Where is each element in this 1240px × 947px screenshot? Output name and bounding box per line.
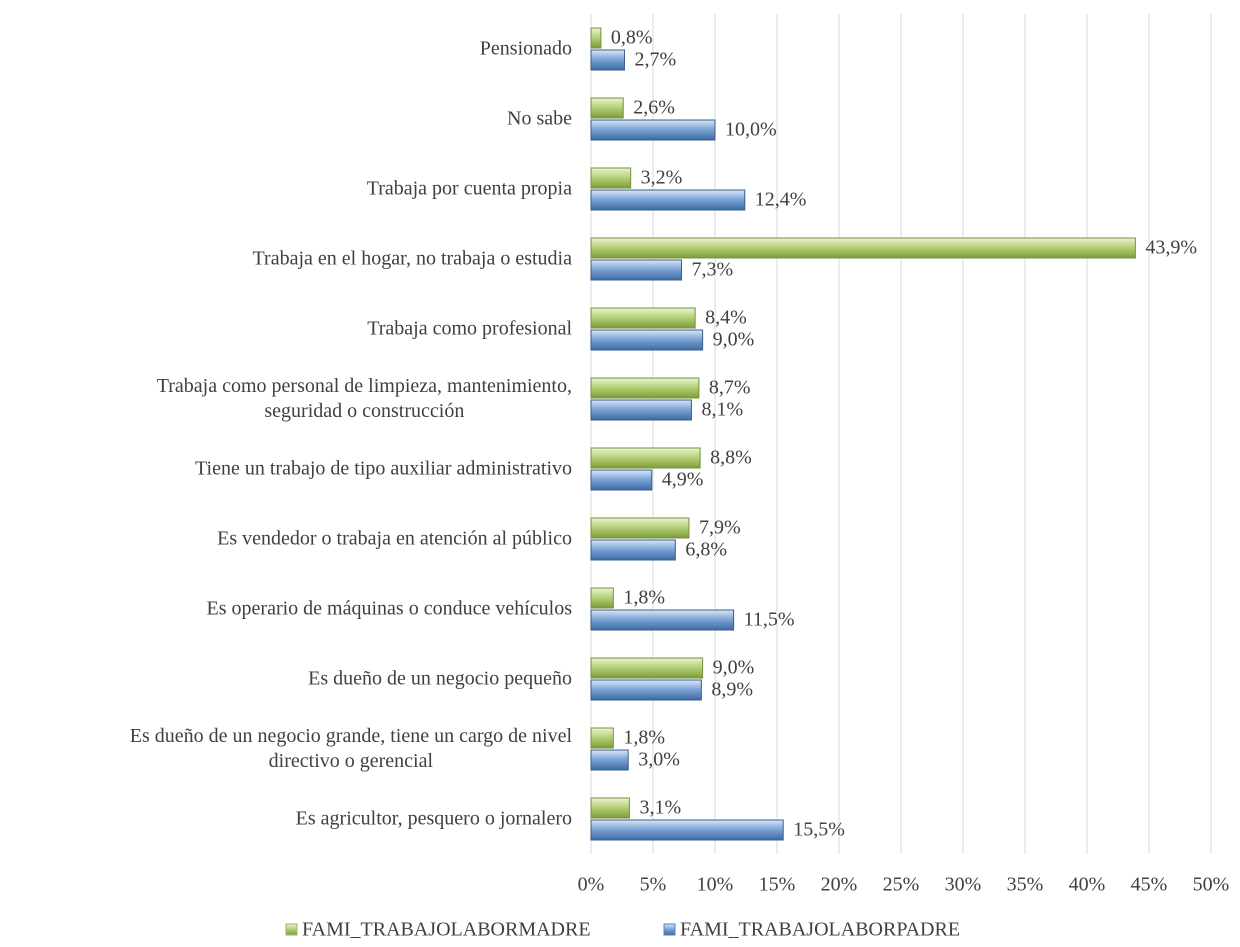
category-label: Pensionado — [479, 37, 572, 60]
bar — [590, 49, 625, 71]
x-tick-label: 20% — [821, 874, 858, 896]
data-label: 2,6% — [633, 97, 675, 119]
bar — [590, 167, 632, 189]
data-label: 2,7% — [634, 49, 676, 71]
x-tick-label: 25% — [883, 874, 920, 896]
data-label: 9,0% — [713, 657, 755, 679]
bar — [590, 657, 704, 679]
bar — [590, 447, 701, 469]
category-label: Trabaja por cuenta propia — [366, 177, 572, 200]
data-label: 11,5% — [744, 609, 795, 631]
category-label: Es dueño de un negocio pequeño — [308, 667, 572, 690]
x-tick-label: 10% — [697, 874, 734, 896]
x-tick-label: 45% — [1131, 874, 1168, 896]
data-label: 0,8% — [611, 27, 653, 49]
category-label: Es dueño de un negocio grande, tiene un … — [129, 725, 572, 772]
data-label: 8,9% — [711, 679, 753, 701]
category-label: Trabaja como personal de limpieza, mante… — [156, 375, 572, 422]
bar — [590, 189, 746, 211]
bar — [590, 27, 602, 49]
legend-swatch — [663, 923, 676, 936]
bar — [590, 727, 614, 749]
data-label: 1,8% — [623, 727, 665, 749]
x-tick-label: 35% — [1007, 874, 1044, 896]
x-tick-label: 5% — [640, 874, 667, 896]
x-tick-label: 30% — [945, 874, 982, 896]
x-tick-label: 50% — [1193, 874, 1230, 896]
bar — [590, 679, 702, 701]
data-label: 7,3% — [692, 259, 734, 281]
data-label: 3,2% — [641, 167, 683, 189]
data-label: 43,9% — [1145, 237, 1197, 259]
data-label: 15,5% — [793, 819, 845, 841]
data-label: 4,9% — [662, 469, 704, 491]
bar — [590, 307, 696, 329]
data-label: 8,7% — [709, 377, 751, 399]
category-label: Es operario de máquinas o conduce vehícu… — [206, 597, 572, 620]
x-tick-label: 40% — [1069, 874, 1106, 896]
bar — [590, 329, 704, 351]
data-label: 8,1% — [701, 399, 743, 421]
data-label: 12,4% — [755, 189, 807, 211]
data-label: 8,4% — [705, 307, 747, 329]
x-tick-label: 0% — [578, 874, 605, 896]
data-label: 9,0% — [713, 329, 755, 351]
data-label: 6,8% — [685, 539, 727, 561]
bar — [590, 539, 676, 561]
category-label: Tiene un trabajo de tipo auxiliar admini… — [195, 457, 572, 480]
legend-swatch — [285, 923, 298, 936]
x-tick-label: 15% — [759, 874, 796, 896]
bar — [590, 749, 629, 771]
data-label: 10,0% — [725, 119, 777, 141]
bar — [590, 517, 690, 539]
bar — [590, 469, 653, 491]
category-label: No sabe — [507, 107, 572, 130]
data-label: 3,0% — [638, 749, 680, 771]
bar — [590, 819, 784, 841]
bar — [590, 609, 735, 631]
category-label: Trabaja como profesional — [367, 317, 572, 340]
legend-label: FAMI_TRABAJOLABORMADRE — [302, 919, 591, 941]
bar — [590, 119, 716, 141]
bar — [590, 377, 700, 399]
data-label: 8,8% — [710, 447, 752, 469]
data-label: 3,1% — [639, 797, 681, 819]
bar — [590, 237, 1136, 259]
bar — [590, 797, 630, 819]
category-label: Trabaja en el hogar, no trabaja o estudi… — [252, 247, 572, 270]
legend-label: FAMI_TRABAJOLABORPADRE — [680, 919, 960, 941]
category-label: Es vendedor o trabaja en atención al púb… — [217, 527, 572, 550]
bar — [590, 587, 614, 609]
bar — [590, 97, 624, 119]
category-label: Es agricultor, pesquero o jornalero — [295, 807, 572, 830]
data-label: 7,9% — [699, 517, 741, 539]
bar — [590, 399, 692, 421]
bar — [590, 259, 683, 281]
data-label: 1,8% — [623, 587, 665, 609]
